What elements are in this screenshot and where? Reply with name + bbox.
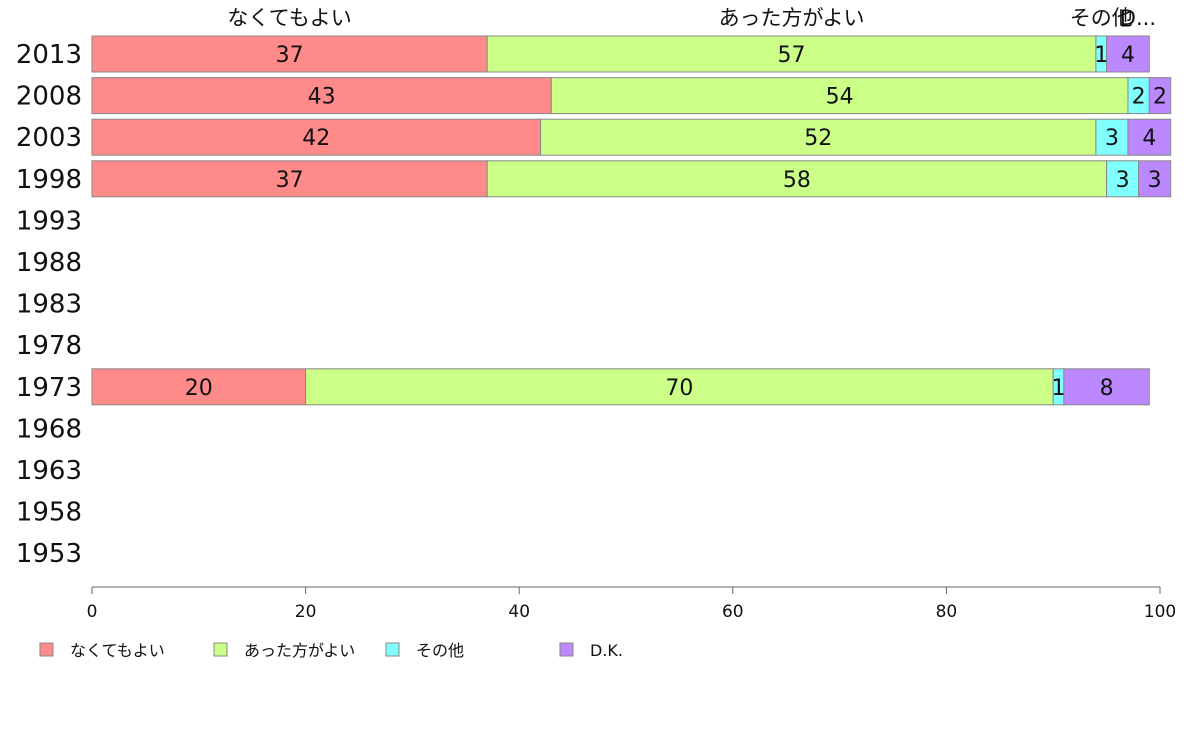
x-axis: 0 20 40 60 80 100 (87, 586, 1176, 622)
bar-value-label: 20 (185, 376, 213, 401)
x-tick-label: 60 (722, 602, 744, 622)
bar-value-label: 54 (826, 85, 854, 110)
year-label: 1953 (16, 539, 82, 569)
bar-value-label: 52 (804, 126, 832, 151)
column-header: D... (1120, 6, 1156, 30)
x-tick-label: 20 (295, 602, 317, 622)
legend-swatch (385, 642, 400, 657)
bar-segment (91, 118, 542, 156)
legend-label: D.K. (590, 641, 623, 660)
bar-segment (1138, 160, 1172, 198)
bar-value-label: 8 (1100, 376, 1114, 401)
bar-value-label: 70 (665, 376, 693, 401)
bar-value-label: 3 (1148, 168, 1162, 193)
year-label: 2008 (16, 82, 82, 112)
bar-value-label: 43 (308, 85, 336, 110)
column-header: あった方がよい (719, 6, 865, 30)
bar-segment (1148, 77, 1172, 115)
bar-segment (91, 35, 488, 73)
bar-value-label: 37 (276, 168, 304, 193)
year-label: 2003 (16, 123, 82, 153)
legend-label: その他 (416, 641, 464, 660)
bar-value-label: 3 (1105, 126, 1119, 151)
legend-label: なくてもよい (70, 641, 165, 660)
year-label: 1983 (16, 290, 82, 320)
year-label: 1958 (16, 498, 82, 528)
year-label: 1963 (16, 456, 82, 486)
legend-label: あった方がよい (244, 641, 355, 660)
legend-swatch (213, 642, 228, 657)
x-tick-label: 80 (936, 602, 958, 622)
bar-segment (1063, 368, 1150, 406)
bar-segment (486, 35, 1097, 73)
column-header: なくてもよい (227, 6, 351, 30)
legend: なくてもよい あった方がよい その他 D.K. (39, 641, 623, 660)
year-label: 1993 (16, 206, 82, 236)
year-label: 1973 (16, 373, 82, 403)
bar-value-label: 1 (1094, 43, 1108, 68)
year-labels: 2013 2008 2003 1998 1993 1988 1983 1978 1973 1968… (16, 40, 82, 569)
bar-value-label: 3 (1116, 168, 1130, 193)
bar-segment (1095, 118, 1129, 156)
bar-value-label: 57 (778, 43, 806, 68)
legend-swatch (559, 642, 574, 657)
x-tick-label: 0 (87, 602, 98, 622)
bar-value-label: 4 (1121, 43, 1135, 68)
bars: 37 57 1 443 54 2 242 52 3 437 58 3 320 70 1 8 (91, 35, 1172, 406)
year-label: 1998 (16, 165, 82, 195)
bar-value-label: 37 (276, 43, 304, 68)
bar-segment (1127, 118, 1172, 156)
bar-segment (91, 160, 488, 198)
bar-value-label: 2 (1153, 85, 1167, 110)
bar-segment (486, 160, 1108, 198)
x-tick-label: 40 (508, 602, 530, 622)
bar-value-label: 2 (1132, 85, 1146, 110)
bar-value-label: 58 (783, 168, 811, 193)
bar-segment (1106, 35, 1150, 73)
year-label: 1978 (16, 331, 82, 361)
year-label: 2013 (16, 40, 82, 70)
column-header: その他 (1070, 6, 1133, 30)
bar-value-label: 1 (1052, 376, 1066, 401)
x-tick-label: 100 (1144, 602, 1176, 622)
year-label: 1968 (16, 414, 82, 444)
bar-segment (91, 368, 307, 406)
bar-segment (550, 77, 1129, 115)
legend-swatch (39, 642, 54, 657)
column-headers: なくてもよい あった方がよい その他D... (227, 6, 1156, 30)
bar-segment (1106, 160, 1140, 198)
bar-segment (540, 118, 1097, 156)
year-label: 1988 (16, 248, 82, 278)
bar-segment (305, 368, 1054, 406)
bar-value-label: 4 (1142, 126, 1156, 151)
bar-value-label: 42 (302, 126, 330, 151)
